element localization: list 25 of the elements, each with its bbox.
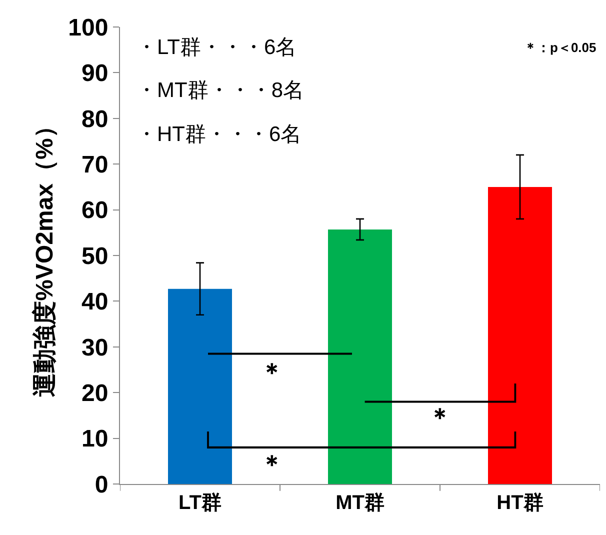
bar (328, 229, 392, 484)
annotation: ＊ (428, 404, 452, 431)
y-tick-label: 0 (94, 471, 108, 498)
x-tick-label: LT群 (178, 492, 222, 514)
annotation: ＊ (260, 359, 284, 386)
y-tick-label: 10 (81, 426, 108, 453)
y-tick-label: 30 (81, 334, 108, 362)
annotation: ＊：p＜0.05 (524, 40, 596, 55)
y-tick-label: 60 (81, 197, 108, 224)
annotation: ・LT群・・・6名 (136, 36, 297, 59)
y-tick-label: 20 (81, 380, 108, 407)
y-axis-title: 運動強度%VO2max（%） (31, 114, 58, 397)
y-tick-label: 50 (81, 242, 108, 270)
y-tick-label: 90 (81, 60, 108, 88)
annotation: ・HT群・・・6名 (136, 123, 302, 146)
x-tick-label: HT群 (496, 492, 544, 514)
bar (168, 288, 232, 484)
y-tick-label: 100 (68, 14, 108, 42)
bar (488, 186, 552, 484)
y-tick-label: 40 (81, 288, 108, 316)
y-tick-label: 70 (81, 152, 108, 178)
x-tick-label: MT群 (336, 492, 384, 514)
annotation: ＊ (260, 451, 284, 478)
annotation: ・MT群・・・8名 (136, 79, 304, 102)
y-tick-label: 80 (81, 106, 108, 133)
